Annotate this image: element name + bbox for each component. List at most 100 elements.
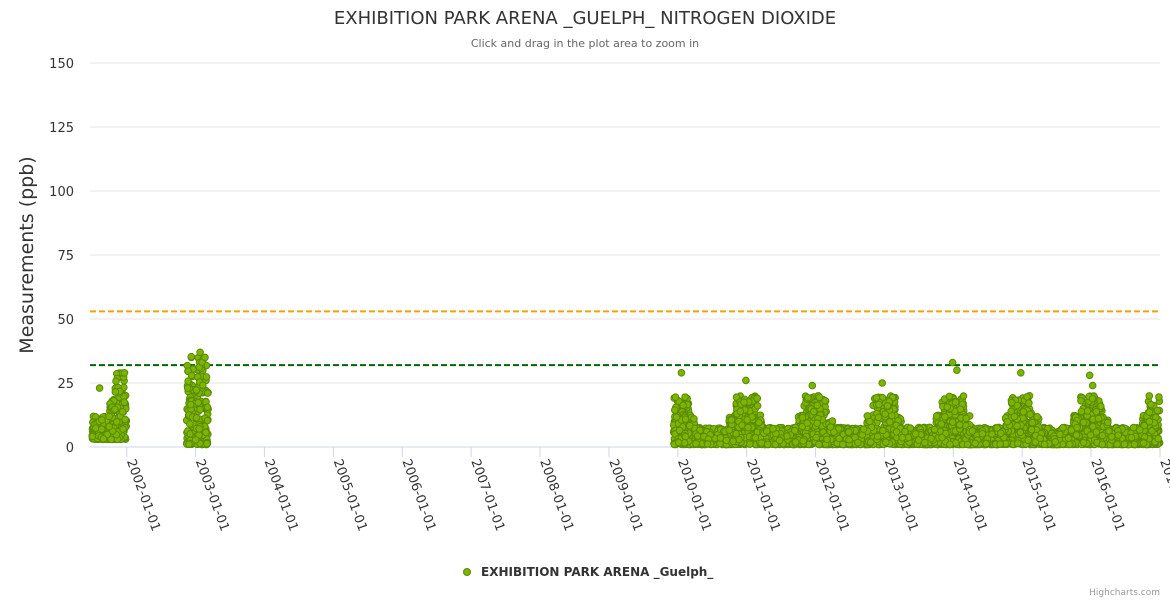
data-point[interactable]	[191, 436, 200, 444]
data-point[interactable]	[878, 379, 887, 387]
data-point[interactable]	[105, 422, 113, 431]
data-point[interactable]	[845, 435, 853, 444]
data-point[interactable]	[703, 440, 712, 448]
data-point[interactable]	[202, 373, 211, 381]
data-point[interactable]	[955, 421, 964, 429]
data-point[interactable]	[1088, 394, 1097, 403]
data-point[interactable]	[1098, 431, 1107, 440]
data-point[interactable]	[879, 426, 887, 435]
data-point[interactable]	[901, 427, 909, 436]
data-point[interactable]	[716, 434, 725, 442]
credits-link[interactable]: Highcharts.com	[1089, 588, 1160, 598]
data-point[interactable]	[763, 427, 771, 435]
data-point[interactable]	[1056, 430, 1064, 439]
data-point[interactable]	[815, 393, 824, 402]
data-point[interactable]	[1019, 408, 1028, 416]
data-point[interactable]	[1127, 433, 1136, 442]
data-point[interactable]	[882, 438, 890, 447]
data-point[interactable]	[1139, 439, 1148, 447]
data-point[interactable]	[690, 415, 698, 423]
data-point[interactable]	[1147, 400, 1155, 409]
data-point[interactable]	[757, 439, 766, 447]
data-point[interactable]	[112, 377, 120, 386]
data-point[interactable]	[91, 424, 100, 433]
data-point[interactable]	[677, 369, 686, 377]
data-point[interactable]	[1017, 369, 1025, 377]
data-point[interactable]	[119, 425, 127, 433]
data-point[interactable]	[873, 432, 882, 441]
data-point[interactable]	[681, 393, 689, 402]
data-point[interactable]	[196, 348, 204, 357]
data-point[interactable]	[671, 406, 679, 414]
data-point[interactable]	[1026, 410, 1034, 419]
data-point[interactable]	[914, 436, 923, 444]
data-point[interactable]	[753, 402, 762, 410]
data-point[interactable]	[1153, 406, 1162, 415]
data-point[interactable]	[202, 428, 210, 437]
data-point[interactable]	[753, 394, 762, 403]
data-point[interactable]	[997, 429, 1005, 438]
data-point[interactable]	[203, 403, 212, 412]
data-point[interactable]	[1094, 414, 1103, 423]
data-point[interactable]	[798, 413, 807, 422]
data-point[interactable]	[968, 427, 977, 435]
data-point[interactable]	[727, 416, 736, 424]
data-point[interactable]	[1097, 402, 1105, 411]
data-point[interactable]	[729, 437, 737, 446]
data-point[interactable]	[681, 432, 690, 441]
data-point[interactable]	[959, 392, 968, 400]
data-point[interactable]	[736, 407, 745, 416]
data-point[interactable]	[674, 438, 683, 447]
data-point[interactable]	[1010, 412, 1019, 421]
data-point[interactable]	[946, 440, 954, 449]
data-point[interactable]	[755, 418, 763, 427]
data-point[interactable]	[671, 393, 680, 402]
data-point[interactable]	[1098, 440, 1107, 449]
data-point[interactable]	[692, 439, 700, 448]
data-point[interactable]	[930, 425, 939, 434]
data-point[interactable]	[685, 421, 694, 430]
data-point[interactable]	[1145, 408, 1154, 417]
data-point[interactable]	[808, 381, 817, 390]
data-point[interactable]	[823, 435, 831, 444]
data-point[interactable]	[186, 400, 195, 409]
data-point[interactable]	[113, 418, 121, 426]
data-point[interactable]	[859, 425, 868, 433]
data-point[interactable]	[740, 398, 748, 407]
data-point[interactable]	[738, 421, 746, 430]
data-point[interactable]	[830, 428, 838, 436]
data-point[interactable]	[844, 428, 853, 436]
data-point[interactable]	[1051, 438, 1060, 446]
data-point[interactable]	[854, 438, 862, 447]
data-point[interactable]	[1140, 421, 1149, 430]
data-point[interactable]	[1154, 434, 1163, 443]
data-point[interactable]	[1064, 434, 1073, 443]
data-point[interactable]	[883, 402, 892, 410]
data-point[interactable]	[815, 440, 823, 449]
data-point[interactable]	[743, 416, 752, 424]
data-point[interactable]	[881, 410, 890, 418]
data-point[interactable]	[746, 440, 754, 449]
data-point[interactable]	[118, 408, 127, 416]
data-point[interactable]	[839, 440, 847, 449]
data-point[interactable]	[875, 400, 883, 409]
data-point[interactable]	[725, 426, 734, 435]
data-point[interactable]	[1155, 393, 1163, 401]
data-point[interactable]	[185, 440, 193, 449]
data-point[interactable]	[121, 415, 129, 424]
data-point[interactable]	[1028, 418, 1037, 427]
data-point[interactable]	[810, 407, 818, 416]
data-point[interactable]	[1130, 440, 1139, 449]
data-point[interactable]	[196, 405, 204, 414]
data-point[interactable]	[993, 424, 1001, 432]
data-point[interactable]	[1092, 407, 1101, 416]
data-point[interactable]	[1014, 439, 1022, 448]
data-point[interactable]	[953, 366, 961, 375]
data-point[interactable]	[1079, 438, 1088, 447]
data-point[interactable]	[111, 405, 119, 414]
data-point[interactable]	[791, 438, 800, 446]
data-point[interactable]	[1065, 440, 1074, 449]
data-point[interactable]	[1145, 392, 1154, 400]
data-point[interactable]	[866, 438, 875, 447]
data-point[interactable]	[751, 433, 760, 442]
